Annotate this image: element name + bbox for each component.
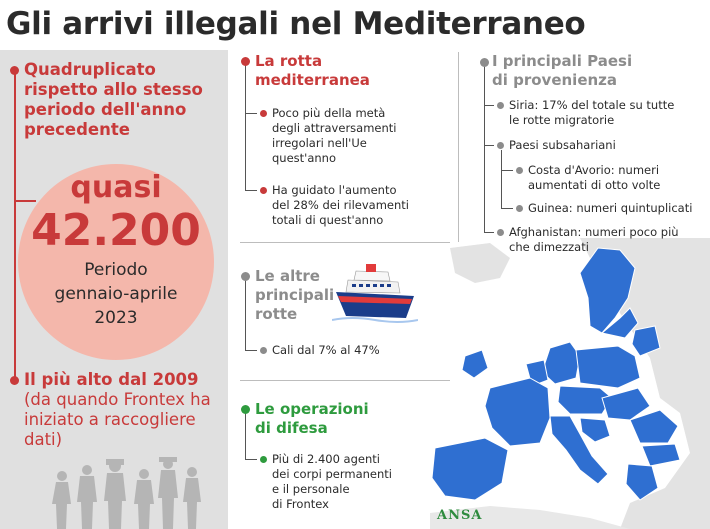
guinea-bullet xyxy=(516,205,523,212)
left-top-dot xyxy=(10,66,19,75)
ivory-item: Costa d'Avorio: numeri aumentati di otto… xyxy=(528,163,660,193)
defense-item-line: dei corpi permanenti xyxy=(272,467,392,481)
route-branch-1 xyxy=(245,113,257,114)
route-item-1: Poco più della metà degli attraversament… xyxy=(272,106,396,166)
left-connector-line xyxy=(14,70,16,382)
route-item-1-line: irregolari nell'Ue xyxy=(272,136,367,150)
afghanistan-bullet xyxy=(497,229,504,236)
defense-item-1: Più di 2.400 agenti dei corpi permanenti… xyxy=(272,452,392,512)
route-item-1-line: Poco più della metà xyxy=(272,106,386,120)
divider-2 xyxy=(240,380,450,381)
defense-bullet xyxy=(260,456,267,463)
subsaharan-item: Paesi subsahariani xyxy=(509,138,616,152)
circle-line-3: 2023 xyxy=(94,308,138,328)
route-heading-line-2: mediterranea xyxy=(255,71,370,89)
other-heading-line: Le altre xyxy=(255,267,320,285)
circle-line-2: gennaio-aprile xyxy=(54,284,178,304)
left-circle-connector xyxy=(14,200,36,202)
guinea-branch xyxy=(501,208,513,209)
ansa-credit: ANSA xyxy=(437,508,483,523)
route-item-1-line: quest'anno xyxy=(272,151,336,165)
other-branch xyxy=(245,350,257,351)
defense-connector xyxy=(245,412,246,459)
left-top-text: Quadruplicato rispetto allo stesso perio… xyxy=(24,60,203,139)
route-item-2: Ha guidato l'aumento del 28% dei rilevam… xyxy=(272,183,409,228)
route-item-2-line: totali di quest'anno xyxy=(272,213,384,227)
migrants-silhouette-icon xyxy=(52,457,201,529)
route-item-1-line: degli attraversamenti xyxy=(272,121,397,135)
countries-connector xyxy=(484,64,485,232)
circle-number: 42.200 xyxy=(31,205,201,256)
other-heading: Le altre principali rotte xyxy=(255,267,334,324)
ivory-branch xyxy=(501,170,513,171)
left-bottom-block: Il più alto dal 2009 (da quando Frontex … xyxy=(24,370,220,450)
arrivals-circle xyxy=(18,164,214,360)
route-heading: La rotta mediterranea xyxy=(255,52,370,90)
left-bottom-text: (da quando Frontex ha iniziato a raccogl… xyxy=(24,390,211,449)
left-bottom-bold: Il più alto dal 2009 xyxy=(24,370,199,389)
defense-heading: Le operazioni di difesa xyxy=(255,400,369,438)
circle-quasi: quasi xyxy=(70,170,162,205)
other-dot xyxy=(241,272,250,281)
countries-heading-line: I principali Paesi xyxy=(492,52,633,70)
afghanistan-item: Afghanistan: numeri poco più che dimezza… xyxy=(509,225,679,255)
defense-dot xyxy=(241,405,250,414)
syria-bullet xyxy=(497,102,504,109)
subsaharan-bullet xyxy=(497,142,504,149)
ivory-line: Costa d'Avorio: numeri xyxy=(528,163,660,177)
subsaharan-branch xyxy=(484,145,494,146)
route-connector xyxy=(245,62,246,190)
route-item-2-line: Ha guidato l'aumento xyxy=(272,183,397,197)
ship-icon xyxy=(332,264,418,323)
other-heading-line: principali xyxy=(255,286,335,304)
afghanistan-line: che dimezzati xyxy=(509,240,589,254)
afghanistan-branch xyxy=(484,232,494,233)
afghanistan-line: Afghanistan: numeri poco più xyxy=(509,225,679,239)
defense-item-line: e il personale xyxy=(272,482,350,496)
route-heading-line-1: La rotta xyxy=(255,52,323,70)
route-item-2-line: del 28% dei rilevamenti xyxy=(272,198,409,212)
page-title: Gli arrivi illegali nel Mediterraneo cen… xyxy=(6,6,586,86)
other-connector xyxy=(245,277,246,350)
defense-item-line: Più di 2.400 agenti xyxy=(272,452,380,466)
defense-heading-line: di difesa xyxy=(255,419,328,437)
route-dot xyxy=(241,57,250,66)
route-branch-2 xyxy=(245,190,257,191)
defense-item-line: di Frontex xyxy=(272,497,329,511)
other-bullet xyxy=(260,347,267,354)
left-bottom-dot xyxy=(10,376,19,385)
syria-branch xyxy=(484,105,494,106)
countries-dot xyxy=(480,58,489,67)
defense-heading-line: Le operazioni xyxy=(255,400,369,418)
syria-line: le rotte migratorie xyxy=(509,113,615,127)
column-divider xyxy=(458,52,459,242)
countries-heading: I principali Paesi di provenienza xyxy=(492,52,632,90)
divider-1 xyxy=(240,242,450,243)
circle-period: Periodo gennaio-aprile 2023 xyxy=(18,258,214,330)
defense-branch xyxy=(245,459,257,460)
guinea-item: Guinea: numeri quintuplicati xyxy=(528,201,693,215)
subsaharan-connector xyxy=(501,150,502,208)
syria-item: Siria: 17% del totale su tutte le rotte … xyxy=(509,98,674,128)
other-heading-line: rotte xyxy=(255,305,298,323)
countries-heading-line: di provenienza xyxy=(492,71,618,89)
ivory-line: aumentati di otto volte xyxy=(528,178,661,192)
syria-line: Siria: 17% del totale su tutte xyxy=(509,98,675,112)
europe-map xyxy=(430,238,710,529)
route-bullet-2 xyxy=(260,187,267,194)
ivory-bullet xyxy=(516,167,523,174)
circle-line-1: Periodo xyxy=(84,260,148,280)
route-bullet-1 xyxy=(260,110,267,117)
other-item-1: Cali dal 7% al 47% xyxy=(272,343,380,357)
